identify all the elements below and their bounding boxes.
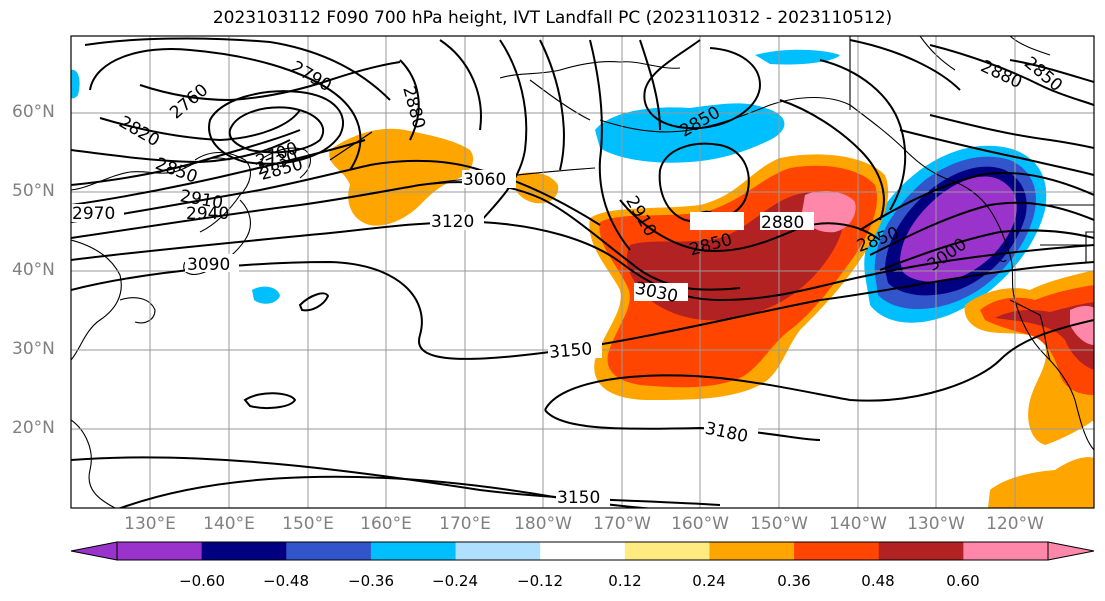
lon-label: 180°W: [514, 514, 572, 534]
colorbar-tick-label: −0.60: [179, 572, 225, 590]
lon-label: 130°W: [907, 514, 965, 534]
colorbar-max-arrow: [1047, 541, 1095, 561]
map-frame: [70, 35, 1095, 509]
colorbar-segment: [963, 542, 1049, 560]
lat-label: 20°N: [12, 418, 55, 438]
colorbar-min-arrow: [70, 541, 118, 561]
lon-label: 170°E: [439, 514, 491, 534]
contour-label: 2880: [761, 213, 804, 233]
colorbar-frame: [116, 541, 1049, 561]
height-contours: [71, 37, 1094, 508]
colorbar: [70, 541, 1095, 561]
colorbar-tick-label: 0.24: [692, 572, 726, 590]
colorbar-tick-label: −0.12: [517, 572, 563, 590]
colorbar-segment: [540, 542, 626, 560]
colorbar-tick-label: 0.12: [608, 572, 642, 590]
lat-label: 50°N: [12, 181, 55, 201]
colorbar-segment: [878, 542, 964, 560]
contour-label-backgrounds: [71, 170, 814, 506]
colorbar-tick-label: 0.48: [861, 572, 895, 590]
contour-label: 3150: [548, 339, 593, 363]
contour-label: 2970: [72, 204, 115, 224]
lat-label: 40°N: [12, 260, 55, 280]
colorbar-segment: [286, 542, 372, 560]
contour-label: 3090: [187, 255, 230, 275]
colorbar-tick-label: −0.24: [432, 572, 478, 590]
lon-label: 150°W: [750, 514, 808, 534]
contour-label: 3060: [463, 170, 506, 190]
colorbar-segment: [709, 542, 795, 560]
contour-label: 3120: [431, 212, 474, 232]
contour-label: 3150: [557, 488, 600, 508]
lon-label: 130°E: [124, 514, 176, 534]
colorbar-segment: [370, 542, 457, 560]
lon-label: 140°W: [829, 514, 887, 534]
lat-label: 30°N: [12, 339, 55, 359]
colorbar-segment: [624, 542, 710, 560]
lon-label: 120°W: [986, 514, 1044, 534]
lon-label: 140°E: [203, 514, 255, 534]
colorbar-tick-label: −0.36: [348, 572, 394, 590]
lon-label: 160°E: [360, 514, 412, 534]
colorbar-tick-label: 0.60: [946, 572, 980, 590]
colorbar-segment: [201, 542, 287, 560]
colorbar-segment: [455, 542, 541, 560]
colorbar-tick-label: −0.48: [263, 572, 309, 590]
lon-label: 170°W: [593, 514, 651, 534]
lon-label: 150°E: [282, 514, 334, 534]
colorbar-segment: [117, 542, 203, 560]
colorbar-segment: [794, 542, 880, 560]
graticule: [71, 36, 1094, 508]
contour-label: 2940: [186, 204, 229, 224]
map-title: 2023103112 F090 700 hPa height, IVT Land…: [212, 8, 893, 28]
colorbar-tick-label: 0.36: [777, 572, 811, 590]
lon-label: 160°W: [671, 514, 729, 534]
lat-label: 60°N: [12, 102, 55, 122]
